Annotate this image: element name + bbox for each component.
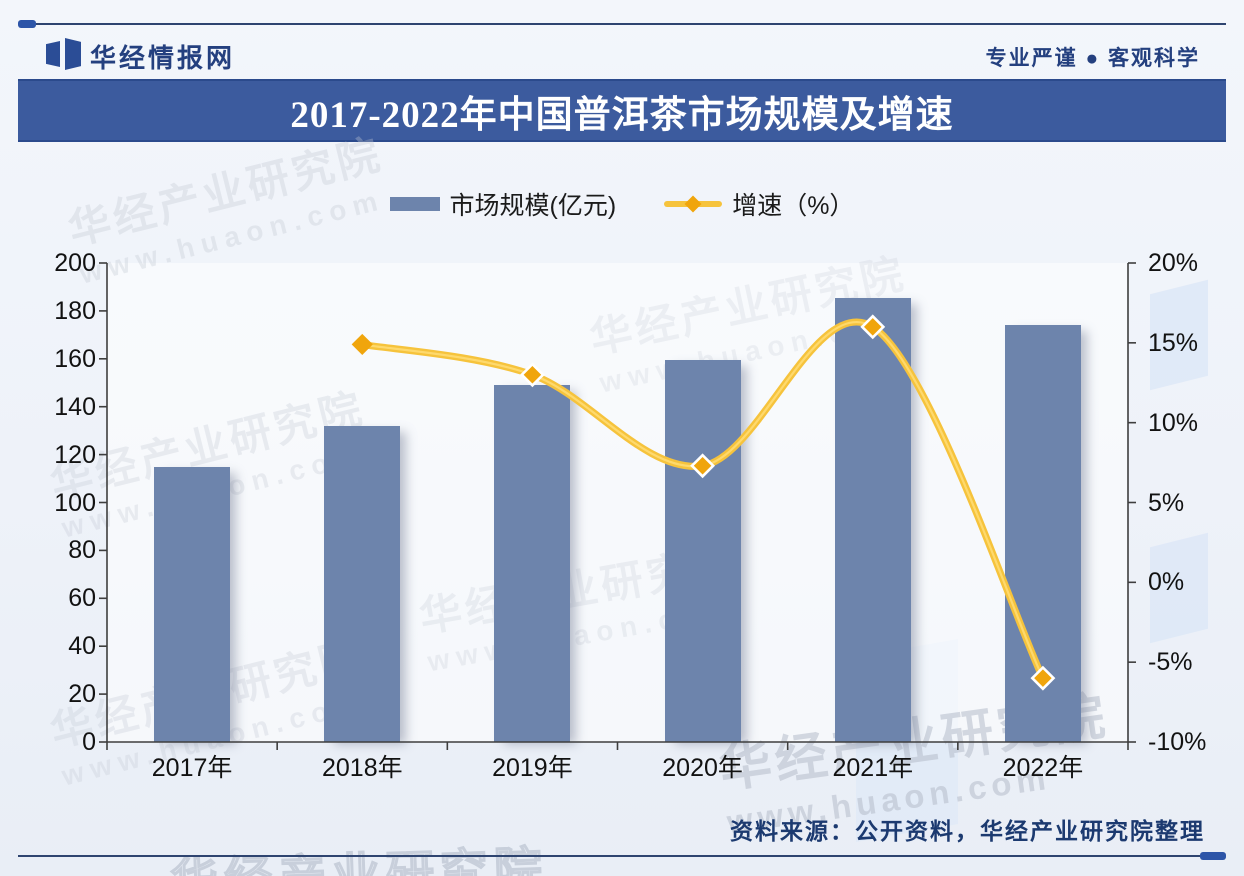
legend-label: 市场规模(亿元) bbox=[449, 192, 617, 220]
x-axis-label: 2020年 bbox=[662, 754, 743, 782]
x-axis-label: 2021年 bbox=[832, 754, 914, 782]
bar-2017年 bbox=[154, 467, 231, 742]
top-divider-cap bbox=[18, 20, 36, 28]
chart-title: 2017-2022年中国普洱茶市场规模及增速 bbox=[290, 94, 954, 136]
bar-2019年 bbox=[494, 385, 571, 742]
left-axis-tick-label: 140 bbox=[54, 392, 96, 421]
x-axis-label: 2022年 bbox=[1002, 754, 1084, 782]
x-axis-label: 2019年 bbox=[492, 754, 573, 782]
left-axis-tick-label: 0 bbox=[82, 728, 96, 756]
left-axis-tick-label: 160 bbox=[54, 344, 96, 373]
bar-2018年 bbox=[324, 426, 401, 742]
left-axis-tick-label: 40 bbox=[68, 632, 96, 661]
left-axis-tick-label: 60 bbox=[68, 584, 96, 613]
right-axis-tick-label: -10% bbox=[1148, 728, 1207, 756]
legend-item-growth-rate: 增速（%） bbox=[664, 186, 854, 222]
right-axis-tick-label: 5% bbox=[1148, 488, 1185, 517]
legend: 市场规模(亿元) 增速（%） bbox=[0, 186, 1244, 222]
brand-name: 华经情报网 bbox=[90, 43, 236, 73]
bottom-divider-cap bbox=[1200, 852, 1226, 860]
left-axis-tick-label: 20 bbox=[68, 680, 96, 709]
plot-area-background bbox=[107, 263, 1128, 742]
chart-title-bar: 2017-2022年中国普洱茶市场规模及增速 bbox=[18, 79, 1226, 142]
right-axis-tick-label: -5% bbox=[1148, 648, 1193, 677]
legend-bar-swatch bbox=[389, 197, 440, 211]
legend-label: 增速（%） bbox=[732, 192, 855, 220]
bar-2022年 bbox=[1004, 325, 1081, 742]
legend-line-swatch bbox=[664, 191, 723, 217]
x-axis-label: 2017年 bbox=[151, 754, 233, 782]
legend-item-market-size: 市场规模(亿元) bbox=[389, 186, 617, 222]
bottom-divider bbox=[18, 855, 1226, 857]
right-axis-tick-label: 0% bbox=[1148, 568, 1185, 597]
x-axis-label: 2018年 bbox=[321, 754, 403, 782]
right-axis-tick-label: 15% bbox=[1148, 328, 1199, 357]
left-axis-tick-label: 120 bbox=[54, 440, 96, 469]
data-source-note: 资料来源：公开资料，华经产业研究院整理 bbox=[730, 818, 1205, 844]
top-divider bbox=[18, 23, 1226, 25]
right-axis-tick-label: 20% bbox=[1148, 249, 1199, 277]
left-axis-tick-label: 80 bbox=[68, 536, 96, 565]
bar-2021年 bbox=[834, 298, 911, 742]
left-axis-tick-label: 200 bbox=[54, 249, 96, 277]
bar-2020年 bbox=[664, 359, 741, 742]
watermark-outline: 华经产业研究院 bbox=[169, 829, 550, 876]
brand-tagline: 专业严谨 ● 客观科学 bbox=[985, 47, 1200, 70]
left-axis-tick-label: 180 bbox=[54, 296, 96, 325]
right-axis-tick-label: 10% bbox=[1148, 408, 1199, 437]
brand-logo-icon bbox=[46, 38, 84, 70]
left-axis-tick-label: 100 bbox=[54, 488, 96, 517]
